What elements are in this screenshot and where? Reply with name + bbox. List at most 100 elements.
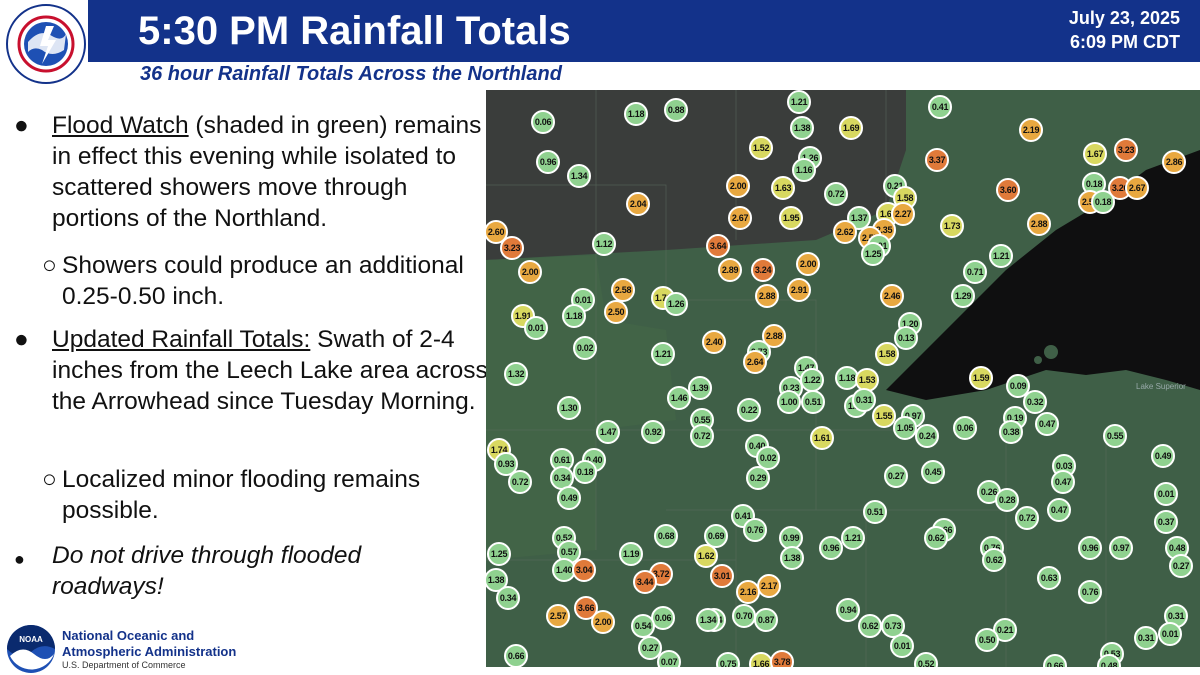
rainfall-station-marker[interactable]: 0.01 — [1158, 622, 1182, 646]
rainfall-station-marker[interactable]: 0.63 — [1037, 566, 1061, 590]
rainfall-station-marker[interactable]: 0.97 — [1109, 536, 1133, 560]
rainfall-station-marker[interactable]: 0.31 — [1134, 626, 1158, 650]
rainfall-station-marker[interactable]: 0.38 — [999, 420, 1023, 444]
rainfall-station-marker[interactable]: 1.21 — [787, 90, 811, 114]
rainfall-station-marker[interactable]: 0.06 — [651, 606, 675, 630]
rainfall-station-marker[interactable]: 2.00 — [591, 610, 615, 634]
rainfall-station-marker[interactable]: 2.16 — [736, 580, 760, 604]
rainfall-station-marker[interactable]: 0.18 — [1091, 190, 1115, 214]
rainfall-station-marker[interactable]: 0.92 — [641, 420, 665, 444]
rainfall-station-marker[interactable]: 1.55 — [872, 404, 896, 428]
rainfall-station-marker[interactable]: 0.55 — [1103, 424, 1127, 448]
rainfall-station-marker[interactable]: 3.23 — [1114, 138, 1138, 162]
rainfall-station-marker[interactable]: 0.31 — [852, 388, 876, 412]
rainfall-station-marker[interactable]: 1.38 — [790, 116, 814, 140]
rainfall-station-marker[interactable]: 0.48 — [1097, 654, 1121, 667]
rainfall-station-marker[interactable]: 3.44 — [633, 570, 657, 594]
rainfall-station-marker[interactable]: 2.86 — [1162, 150, 1186, 174]
rainfall-station-marker[interactable]: 2.64 — [743, 350, 767, 374]
rainfall-station-marker[interactable]: 2.67 — [728, 206, 752, 230]
rainfall-station-marker[interactable]: 0.47 — [1051, 470, 1075, 494]
rainfall-station-marker[interactable]: 0.70 — [732, 604, 756, 628]
rainfall-station-marker[interactable]: 0.96 — [819, 536, 843, 560]
rainfall-station-marker[interactable]: 0.27 — [884, 464, 908, 488]
rainfall-station-marker[interactable]: 2.91 — [787, 278, 811, 302]
rainfall-station-marker[interactable]: 0.96 — [1078, 536, 1102, 560]
rainfall-station-marker[interactable]: 1.95 — [779, 206, 803, 230]
rainfall-station-marker[interactable]: 0.13 — [894, 326, 918, 350]
rainfall-station-marker[interactable]: 1.34 — [696, 608, 720, 632]
rainfall-station-marker[interactable]: 0.41 — [928, 95, 952, 119]
rainfall-station-marker[interactable]: 1.18 — [624, 102, 648, 126]
rainfall-station-marker[interactable]: 3.23 — [500, 236, 524, 260]
rainfall-station-marker[interactable]: 1.30 — [557, 396, 581, 420]
rainfall-station-marker[interactable]: 1.34 — [567, 164, 591, 188]
rainfall-station-marker[interactable]: 2.57 — [546, 604, 570, 628]
rainfall-station-marker[interactable]: 1.39 — [688, 376, 712, 400]
rainfall-station-marker[interactable]: 0.66 — [1043, 654, 1067, 667]
rainfall-station-marker[interactable]: 0.94 — [836, 598, 860, 622]
rainfall-station-marker[interactable]: 0.51 — [801, 390, 825, 414]
rainfall-station-marker[interactable]: 0.68 — [654, 524, 678, 548]
rainfall-station-marker[interactable]: 1.59 — [969, 366, 993, 390]
rainfall-station-marker[interactable]: 1.26 — [664, 292, 688, 316]
rainfall-station-marker[interactable]: 1.58 — [875, 342, 899, 366]
rainfall-station-marker[interactable]: 0.29 — [746, 466, 770, 490]
rainfall-station-marker[interactable]: 0.50 — [975, 628, 999, 652]
rainfall-station-marker[interactable]: 0.47 — [1047, 498, 1071, 522]
rainfall-station-marker[interactable]: 1.61 — [810, 426, 834, 450]
rainfall-station-marker[interactable]: 2.27 — [891, 202, 915, 226]
rainfall-station-marker[interactable]: 0.62 — [982, 548, 1006, 572]
rainfall-station-marker[interactable]: 1.25 — [487, 542, 511, 566]
rainfall-station-marker[interactable]: 2.62 — [833, 220, 857, 244]
rainfall-station-marker[interactable]: 0.01 — [1154, 482, 1178, 506]
rainfall-station-marker[interactable]: 0.62 — [858, 614, 882, 638]
rainfall-station-marker[interactable]: 2.50 — [604, 300, 628, 324]
rainfall-station-marker[interactable]: 0.47 — [1035, 412, 1059, 436]
rainfall-station-marker[interactable]: 0.96 — [536, 150, 560, 174]
rainfall-station-marker[interactable]: 0.06 — [953, 416, 977, 440]
rainfall-station-marker[interactable]: 3.24 — [751, 258, 775, 282]
rainfall-station-marker[interactable]: 0.75 — [716, 652, 740, 667]
rainfall-station-marker[interactable]: 2.60 — [486, 220, 508, 244]
rainfall-station-marker[interactable]: 0.52 — [914, 652, 938, 667]
rainfall-station-marker[interactable]: 1.25 — [861, 242, 885, 266]
rainfall-station-marker[interactable]: 1.52 — [749, 136, 773, 160]
rainfall-station-marker[interactable]: 3.60 — [996, 178, 1020, 202]
rainfall-station-marker[interactable]: 0.02 — [573, 336, 597, 360]
rainfall-station-marker[interactable]: 0.18 — [573, 460, 597, 484]
rainfall-station-marker[interactable]: 2.46 — [880, 284, 904, 308]
rainfall-station-marker[interactable]: 2.19 — [1019, 118, 1043, 142]
rainfall-station-marker[interactable]: 0.69 — [704, 524, 728, 548]
rainfall-station-marker[interactable]: 0.37 — [1154, 510, 1178, 534]
rainfall-station-marker[interactable]: 1.12 — [592, 232, 616, 256]
rainfall-station-marker[interactable]: 3.64 — [706, 234, 730, 258]
rainfall-station-marker[interactable]: 3.78 — [770, 650, 794, 667]
rainfall-station-marker[interactable]: 0.54 — [631, 614, 655, 638]
rainfall-station-marker[interactable]: 1.32 — [504, 362, 528, 386]
rainfall-station-marker[interactable]: 0.72 — [824, 182, 848, 206]
rainfall-station-marker[interactable]: 3.01 — [710, 564, 734, 588]
rainfall-station-marker[interactable]: 0.45 — [921, 460, 945, 484]
rainfall-station-marker[interactable]: 2.04 — [626, 192, 650, 216]
rainfall-station-marker[interactable]: 0.19 — [1003, 406, 1027, 430]
rainfall-station-marker[interactable]: 0.87 — [754, 608, 778, 632]
rainfall-station-marker[interactable]: 0.72 — [508, 470, 532, 494]
rainfall-station-marker[interactable]: 2.89 — [718, 258, 742, 282]
rainfall-station-marker[interactable]: 0.22 — [737, 398, 761, 422]
rainfall-station-marker[interactable]: 1.05 — [893, 416, 917, 440]
rainfall-station-marker[interactable]: 2.00 — [518, 260, 542, 284]
rainfall-station-marker[interactable]: 0.28 — [995, 488, 1019, 512]
rainfall-station-marker[interactable]: 0.71 — [963, 260, 987, 284]
rainfall-station-marker[interactable]: 1.19 — [619, 542, 643, 566]
rainfall-station-marker[interactable]: 1.18 — [562, 304, 586, 328]
rainfall-station-marker[interactable]: 0.62 — [924, 526, 948, 550]
rainfall-station-marker[interactable]: 1.00 — [777, 390, 801, 414]
rainfall-station-marker[interactable]: 2.58 — [611, 278, 635, 302]
rainfall-station-marker[interactable]: 0.01 — [890, 634, 914, 658]
rainfall-station-marker[interactable]: 1.21 — [651, 342, 675, 366]
rainfall-station-marker[interactable]: 1.69 — [839, 116, 863, 140]
rainfall-station-marker[interactable]: 0.07 — [657, 650, 681, 667]
rainfall-station-marker[interactable]: 0.72 — [1015, 506, 1039, 530]
rainfall-station-marker[interactable]: 2.88 — [762, 324, 786, 348]
